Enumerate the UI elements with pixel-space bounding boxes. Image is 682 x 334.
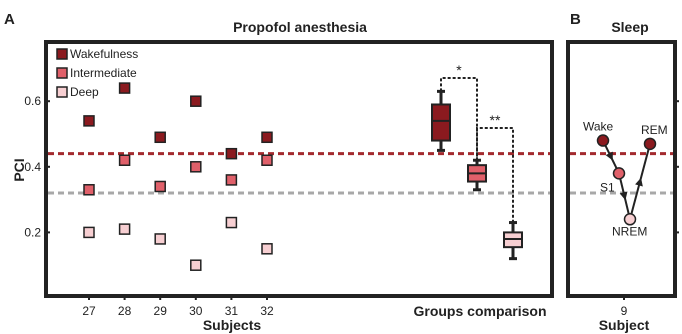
point-0-5 [261, 131, 273, 144]
legend-swatch-wakefulness [56, 48, 68, 60]
point-0-0 [83, 115, 95, 127]
sleep-point-label-2: NREM [612, 224, 647, 238]
point-2-0 [83, 226, 95, 239]
y-tick-label-2: 0.6 [24, 94, 41, 108]
sleep-arrow-2 [635, 177, 643, 187]
sleep-trajectory: Wake S1 NREM REM [583, 120, 668, 239]
significance-brackets: *** [440, 62, 514, 223]
x-tick-label-5: 32 [260, 304, 274, 318]
point-2-3 [190, 259, 202, 271]
x-tick-label-2: 29 [154, 304, 168, 318]
point-0-4 [225, 147, 238, 160]
data-points [83, 82, 273, 271]
sleep-point-1 [612, 167, 626, 180]
panel-a-frame [44, 40, 554, 298]
significance-label-1: * [456, 62, 462, 78]
x-ticks: 27 28 29 30 31 32 9 [82, 294, 628, 318]
sleep-point-2 [623, 213, 637, 226]
panel-b-frame [566, 40, 677, 298]
point-1-0 [83, 184, 95, 196]
panel-b-title: Sleep [611, 19, 648, 35]
y-axis-label: PCI [11, 158, 27, 181]
panel-b-letter: B [570, 11, 581, 28]
box-body-0 [431, 103, 451, 142]
point-0-3 [190, 95, 202, 107]
point-1-3 [190, 161, 202, 173]
legend-label-wakefulness: Wakefulness [70, 47, 138, 61]
point-1-2 [154, 180, 166, 193]
x-tick-label-3: 30 [189, 304, 203, 318]
legend-swatch-intermediate [56, 67, 68, 79]
sleep-arrow-1 [619, 191, 628, 201]
point-2-4 [225, 216, 238, 229]
bracket-2 [476, 127, 514, 223]
box-plots [431, 89, 523, 261]
x-tick-label-b: 9 [621, 304, 628, 318]
point-2-5 [261, 243, 273, 255]
y-tick-label-0: 0.2 [24, 225, 41, 239]
point-2-2 [154, 233, 166, 245]
point-0-1 [118, 82, 131, 94]
y-ticks: 0.2 0.4 0.6 [24, 94, 679, 239]
x-tick-label-1: 28 [118, 304, 132, 318]
sleep-point-label-3: REM [641, 123, 668, 137]
x-axis-label-b: Subject [599, 317, 650, 333]
legend: Wakefulness Intermediate Deep [56, 47, 138, 99]
point-0-2 [154, 131, 166, 144]
panel-a-letter: A [4, 11, 15, 28]
sleep-point-label-0: Wake [583, 120, 614, 134]
x-axis-label-a: Subjects [203, 317, 262, 333]
point-2-1 [118, 223, 131, 235]
groups-comparison-label: Groups comparison [413, 303, 546, 319]
y-tick-label-1: 0.4 [24, 160, 41, 174]
significance-label-2: ** [490, 112, 501, 128]
sleep-point-0 [596, 134, 610, 147]
x-tick-label-4: 31 [225, 304, 239, 318]
sleep-point-label-1: S1 [600, 180, 615, 194]
point-1-5 [261, 154, 273, 166]
legend-label-intermediate: Intermediate [70, 66, 137, 80]
bracket-1 [440, 77, 478, 161]
point-1-4 [225, 174, 238, 186]
x-tick-label-0: 27 [82, 304, 96, 318]
sleep-arrow-0 [605, 151, 613, 161]
legend-label-deep: Deep [70, 85, 99, 99]
point-1-1 [118, 154, 131, 166]
panel-a-title: Propofol anesthesia [233, 19, 367, 35]
sleep-point-3 [643, 137, 657, 151]
threshold-lines [48, 152, 673, 195]
legend-swatch-deep [56, 86, 68, 98]
